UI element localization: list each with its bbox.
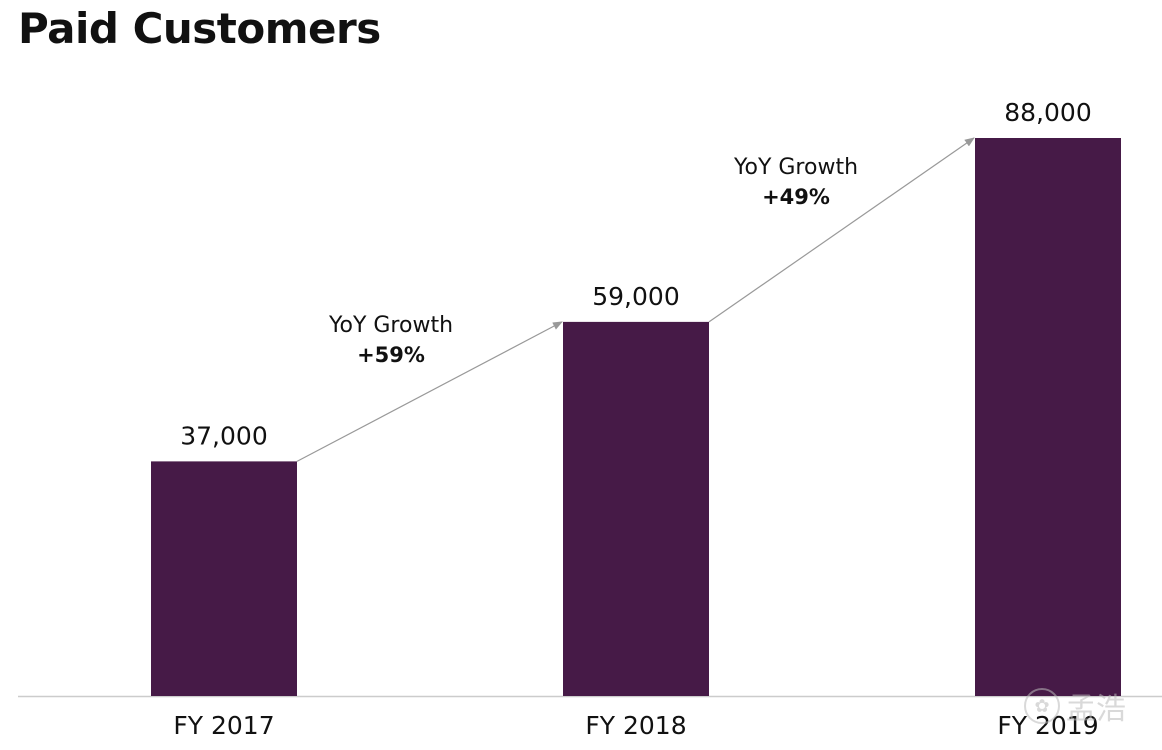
chart-title: Paid Customers [18,4,381,53]
watermark-logo-icon: ✿ [1024,688,1060,724]
data-label: 37,000 [180,421,267,450]
growth-arrow [296,321,563,462]
x-tick-label: FY 2018 [585,711,686,740]
annotation-value: +59% [357,343,425,367]
bar-fy-2019 [975,138,1121,696]
data-label: 88,000 [1004,98,1091,127]
x-tick-label: FY 2017 [173,711,274,740]
watermark: ✿ 孟浩 [1024,684,1126,728]
growth-arrow [708,137,975,323]
data-label: 59,000 [592,282,679,311]
annotation-value: +49% [762,185,830,209]
watermark-text: 孟浩 [1066,692,1126,727]
annotation-label: YoY Growth [328,313,453,338]
bar-fy-2017 [151,461,297,696]
bar-fy-2018 [563,321,709,696]
annotation-label: YoY Growth [733,155,858,180]
